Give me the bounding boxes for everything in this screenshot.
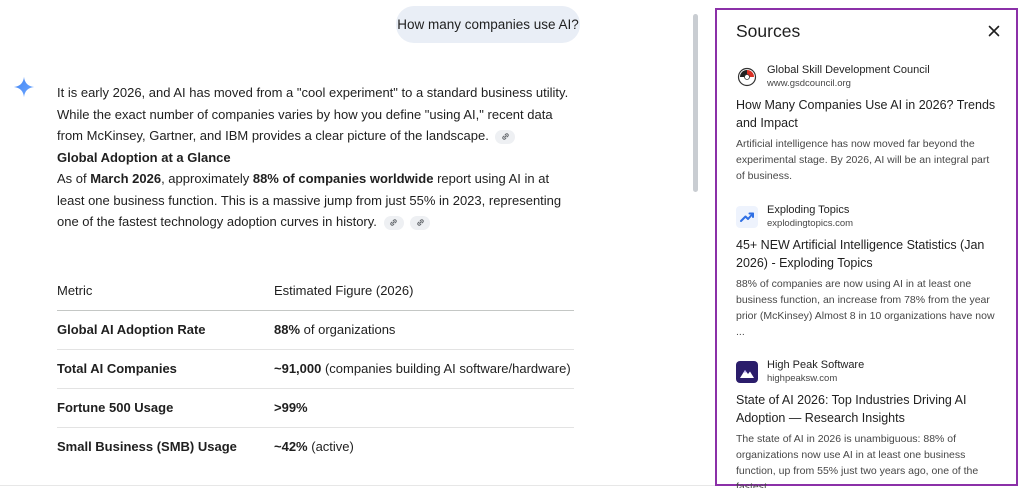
user-query-bubble: How many companies use AI?	[396, 6, 580, 43]
figure-bold: ~42%	[274, 439, 308, 455]
figure-rest: of organizations	[300, 322, 396, 337]
para-prefix: As of	[57, 171, 91, 186]
source-card[interactable]: High Peak Software highpeaksw.com State …	[736, 359, 998, 488]
citation-link-chip[interactable]	[495, 129, 516, 144]
source-url: explodingtopics.com	[767, 218, 854, 229]
chat-scrollbar[interactable]	[693, 14, 698, 192]
source-link-title[interactable]: State of AI 2026: Top Industries Driving…	[736, 393, 967, 425]
citation-link-chip[interactable]	[410, 215, 431, 230]
source-card[interactable]: Global Skill Development Council www.gsd…	[736, 64, 998, 184]
figure-rest: (companies building AI software/hardware…	[321, 361, 571, 376]
section-heading: Global Adoption at a Glance	[57, 149, 231, 165]
table-cell-metric: Total AI Companies	[57, 361, 177, 376]
divider	[0, 485, 716, 486]
table-row: Small Business (SMB) Usage ~42% (active)	[57, 427, 574, 466]
table-cell-figure: ~42% (active)	[274, 427, 574, 466]
link-icon	[390, 219, 397, 226]
source-card[interactable]: Exploding Topics explodingtopics.com 45+…	[736, 204, 998, 340]
source-site-name: Exploding Topics	[767, 204, 850, 216]
citation-link-chip[interactable]	[383, 215, 404, 230]
table-row: Total AI Companies ~91,000 (companies bu…	[57, 349, 574, 388]
source-url: highpeaksw.com	[767, 373, 838, 384]
user-query-text: How many companies use AI?	[397, 17, 579, 32]
figure-bold: ~91,000	[274, 361, 322, 376]
para-bold-stat: 88% of companies worldwide	[252, 171, 434, 186]
table-cell-figure: 88% of organizations	[274, 310, 574, 349]
trending-up-icon	[736, 206, 758, 228]
source-snippet: The state of AI in 2026 is unambiguous: …	[736, 433, 979, 488]
answer-paragraph: As of March 2026, approximately 88% of c…	[57, 168, 577, 233]
answer-intro: It is early 2026, and AI has moved from …	[57, 82, 577, 147]
source-link-title[interactable]: How Many Companies Use AI in 2026? Trend…	[736, 98, 996, 130]
table-cell-figure: >99%	[274, 388, 574, 427]
table-header-figure: Estimated Figure (2026)	[274, 283, 414, 299]
gemini-sparkle-icon	[13, 76, 35, 98]
sources-panel: Sources Global Skill Development Council…	[715, 8, 1018, 488]
table-cell-metric: Small Business (SMB) Usage	[57, 439, 237, 455]
link-icon	[416, 219, 424, 226]
gsdc-logo-icon	[736, 66, 758, 88]
figure-bold: 88%	[274, 322, 301, 337]
para-suffix: report using AI in at least one business…	[57, 171, 562, 229]
table-row: Fortune 500 Usage >99%	[57, 388, 574, 427]
source-site-name: High Peak Software	[767, 359, 865, 371]
link-icon	[502, 133, 509, 140]
table-cell-figure: ~91,000 (companies building AI software/…	[274, 349, 574, 388]
table-cell-metric: Fortune 500 Usage	[57, 400, 174, 415]
metrics-table: Metric Estimated Figure (2026) Global AI…	[57, 272, 574, 466]
source-header: Global Skill Development Council www.gsd…	[736, 64, 998, 90]
source-snippet: Artificial intelligence has now moved fa…	[736, 138, 990, 182]
para-bold-date: March 2026	[90, 171, 162, 186]
para-mid: , approximately	[161, 171, 253, 186]
table-row: Global AI Adoption Rate 88% of organizat…	[57, 310, 574, 349]
ai-response: It is early 2026, and AI has moved from …	[57, 82, 577, 233]
source-link-title[interactable]: 45+ NEW Artificial Intelligence Statisti…	[736, 238, 985, 270]
source-url: www.gsdcouncil.org	[767, 78, 851, 89]
source-site-name: Global Skill Development Council	[767, 64, 930, 76]
source-header: Exploding Topics explodingtopics.com	[736, 204, 998, 230]
figure-rest: (active)	[307, 439, 354, 455]
source-snippet: 88% of companies are now using AI in at …	[736, 278, 995, 338]
answer-intro-text: It is early 2026, and AI has moved from …	[57, 85, 569, 143]
sources-title: Sources	[736, 21, 801, 41]
close-icon[interactable]	[985, 22, 1003, 40]
table-cell-metric: Global AI Adoption Rate	[57, 322, 206, 337]
table-header-metric: Metric	[57, 283, 93, 299]
table-header-row: Metric Estimated Figure (2026)	[57, 272, 574, 310]
source-header: High Peak Software highpeaksw.com	[736, 359, 998, 385]
mountain-peak-icon	[736, 361, 758, 383]
figure-bold: >99%	[274, 400, 308, 415]
